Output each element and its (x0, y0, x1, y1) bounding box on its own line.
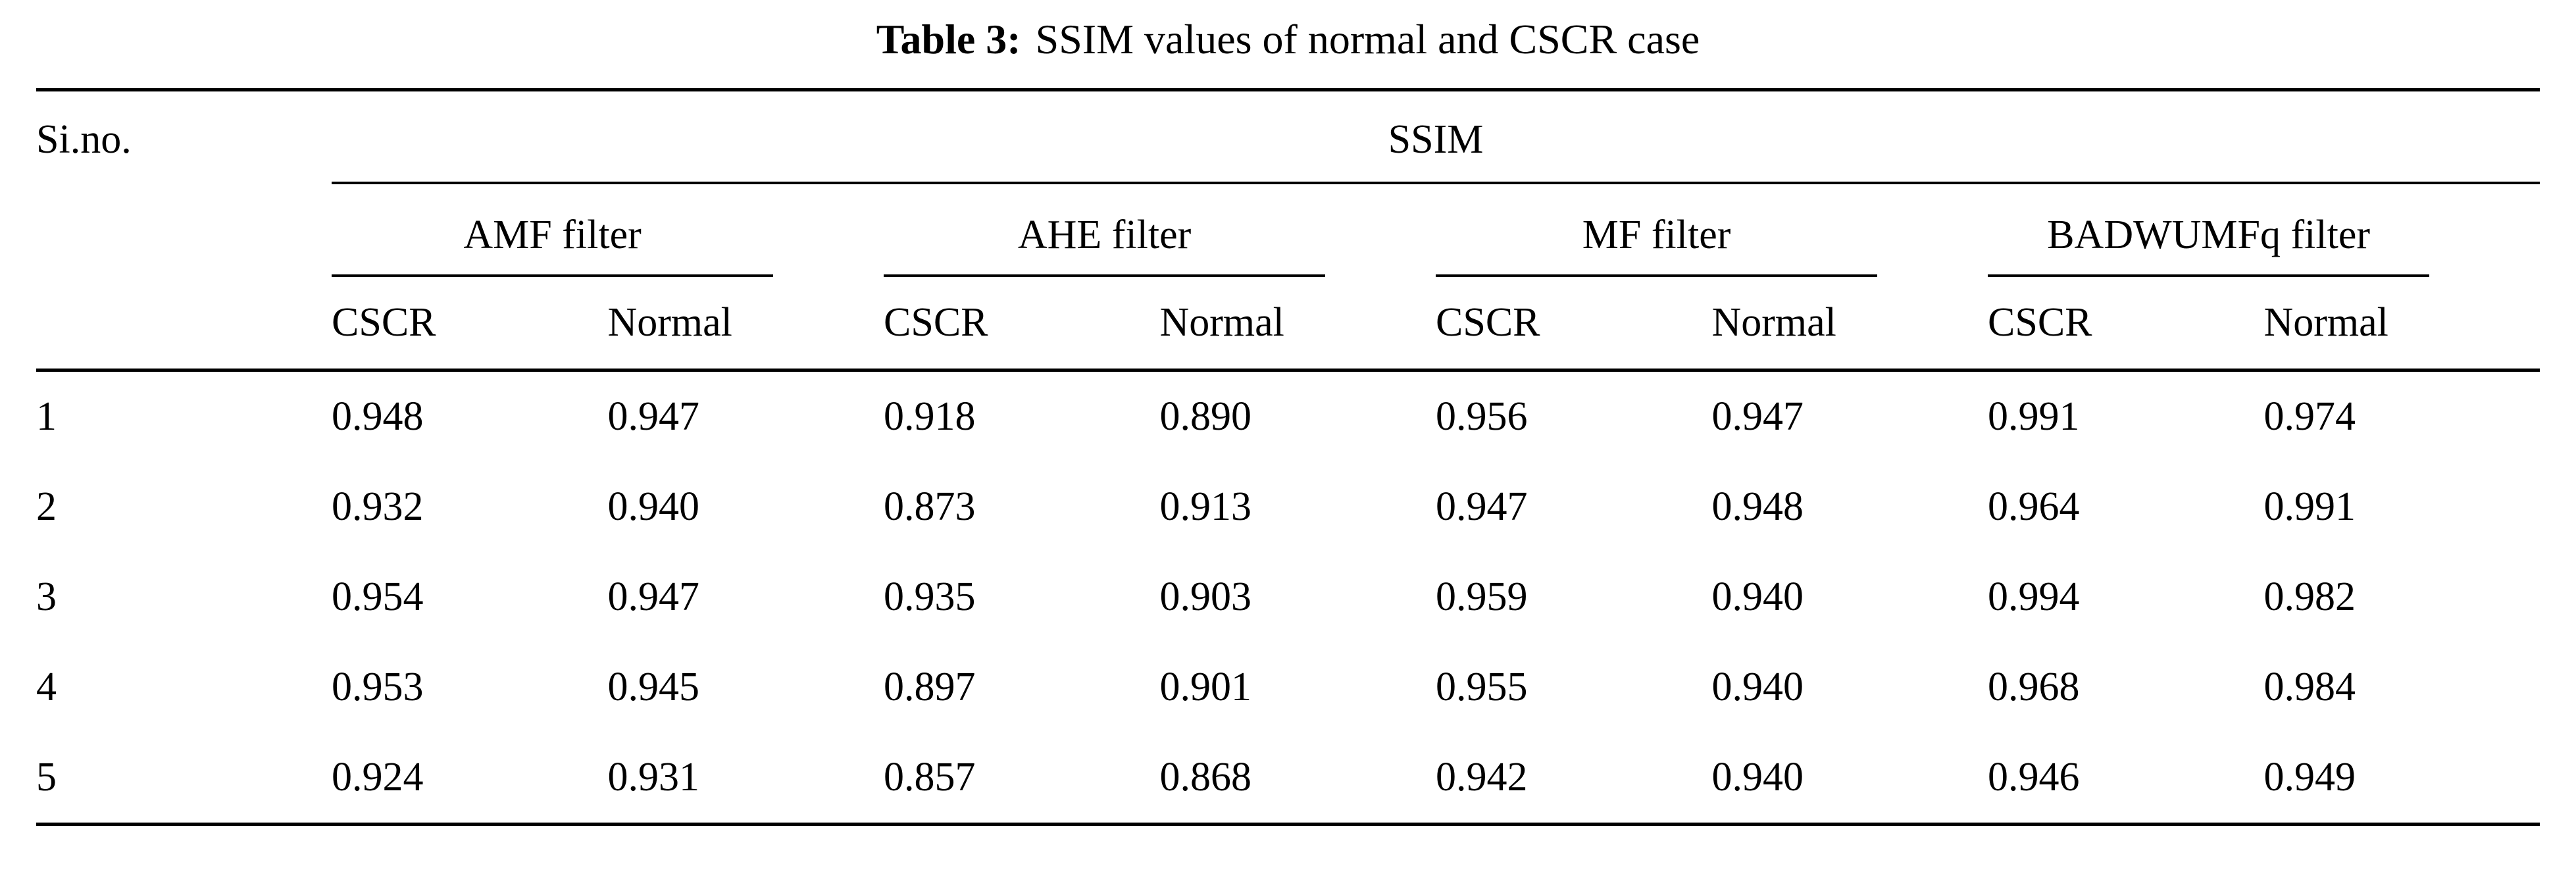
group-header-mf: MF filter (1435, 212, 1878, 277)
sub-header-normal-mf: Normal (1711, 277, 1988, 372)
ssim-span-header: SSIM (331, 89, 2540, 184)
sub-header-normal-ahe: Normal (1159, 277, 1436, 372)
ssim-value-cell: 0.945 (607, 665, 699, 709)
row-si-no: 3 (36, 574, 57, 619)
ssim-value-cell: 0.931 (607, 755, 699, 800)
sub-header-normal-badwumfq: Normal (2263, 277, 2540, 372)
sub-header-cscr-ahe: CSCR (883, 277, 1160, 372)
ssim-value-cell: 0.940 (607, 484, 699, 529)
row-si-no: 1 (36, 394, 57, 439)
ssim-value-cell: 0.991 (1987, 394, 2080, 439)
sub-header-cscr-amf: CSCR (331, 277, 608, 372)
ssim-value-cell: 0.946 (1987, 755, 2080, 800)
table-row: 5 0.924 0.931 0.857 0.868 0.942 0.940 0.946 0.94… (36, 732, 2540, 825)
sub-header-normal-amf: Normal (607, 277, 884, 372)
si-no-header: Si.no. (36, 89, 332, 372)
group-header-badwumfq: BADWUMFq filter (1987, 212, 2430, 277)
table-body: 1 0.948 0.947 0.918 0.890 0.956 0.947 0.991 0.97… (36, 370, 2540, 825)
ssim-value-cell: 0.954 (331, 574, 424, 619)
ssim-value-cell: 0.924 (331, 755, 424, 800)
ssim-value-cell: 0.984 (2263, 665, 2356, 709)
ssim-value-cell: 0.873 (883, 484, 976, 529)
group-header-ahe: AHE filter (883, 212, 1326, 277)
ssim-value-cell: 0.940 (1711, 755, 1804, 800)
ssim-value-cell: 0.974 (2263, 394, 2356, 439)
group-header-cell: MF filter (1435, 183, 1988, 277)
ssim-table: Si.no. SSIM AMF filter AHE filter MF fil… (36, 88, 2540, 826)
table-caption-label: Table 3: (876, 16, 1021, 63)
row-si-no: 2 (36, 484, 57, 529)
ssim-value-cell: 0.968 (1987, 665, 2080, 709)
ssim-value-cell: 0.903 (1159, 574, 1251, 619)
sub-header-cscr-badwumfq: CSCR (1987, 277, 2264, 372)
ssim-value-cell: 0.940 (1711, 574, 1804, 619)
sub-header-cscr-mf: CSCR (1435, 277, 1712, 372)
group-header-amf: AMF filter (331, 212, 774, 277)
group-header-cell: BADWUMFq filter (1987, 183, 2540, 277)
ssim-value-cell: 0.953 (331, 665, 424, 709)
ssim-value-cell: 0.955 (1435, 665, 1528, 709)
row-si-no: 4 (36, 665, 57, 709)
header-row-sub: CSCR Normal CSCR Normal CSCR Normal CSCR… (36, 277, 2540, 372)
ssim-value-cell: 0.897 (883, 665, 976, 709)
ssim-value-cell: 0.901 (1159, 665, 1251, 709)
ssim-value-cell: 0.913 (1159, 484, 1251, 529)
ssim-value-cell: 0.947 (607, 574, 699, 619)
ssim-value-cell: 0.890 (1159, 394, 1251, 439)
ssim-value-cell: 0.940 (1711, 665, 1804, 709)
table-row: 4 0.953 0.945 0.897 0.901 0.955 0.940 0.968 0.98… (36, 642, 2540, 732)
table-row: 1 0.948 0.947 0.918 0.890 0.956 0.947 0.991 0.97… (36, 370, 2540, 463)
table-row: 3 0.954 0.947 0.935 0.903 0.959 0.940 0.994 0.98… (36, 552, 2540, 642)
group-header-cell: AMF filter (331, 183, 884, 277)
ssim-value-cell: 0.918 (883, 394, 976, 439)
ssim-value-cell: 0.956 (1435, 394, 1528, 439)
table-row: 2 0.932 0.940 0.873 0.913 0.947 0.948 0.964 0.99… (36, 462, 2540, 552)
ssim-value-cell: 0.942 (1435, 755, 1528, 800)
ssim-value-cell: 0.935 (883, 574, 976, 619)
ssim-value-cell: 0.947 (607, 394, 699, 439)
header-row-top: Si.no. SSIM (36, 89, 2540, 372)
group-header-cell: AHE filter (883, 183, 1436, 277)
ssim-value-cell: 0.857 (883, 755, 976, 800)
ssim-value-cell: 0.948 (1711, 484, 1804, 529)
ssim-value-cell: 0.949 (2263, 755, 2356, 800)
ssim-value-cell: 0.947 (1711, 394, 1804, 439)
ssim-value-cell: 0.964 (1987, 484, 2080, 529)
header-row-groups: AMF filter AHE filter MF filter BADWUMFq… (36, 183, 2540, 277)
ssim-value-cell: 0.959 (1435, 574, 1528, 619)
ssim-value-cell: 0.947 (1435, 484, 1528, 529)
ssim-value-cell: 0.982 (2263, 574, 2356, 619)
ssim-value-cell: 0.948 (331, 394, 424, 439)
table-caption-text: SSIM values of normal and CSCR case (1035, 16, 1700, 63)
row-si-no: 5 (36, 755, 57, 800)
ssim-value-cell: 0.991 (2263, 484, 2356, 529)
ssim-value-cell: 0.868 (1159, 755, 1251, 800)
ssim-value-cell: 0.994 (1987, 574, 2080, 619)
ssim-value-cell: 0.932 (331, 484, 424, 529)
table-caption: Table 3: SSIM values of normal and CSCR c… (36, 13, 2540, 66)
